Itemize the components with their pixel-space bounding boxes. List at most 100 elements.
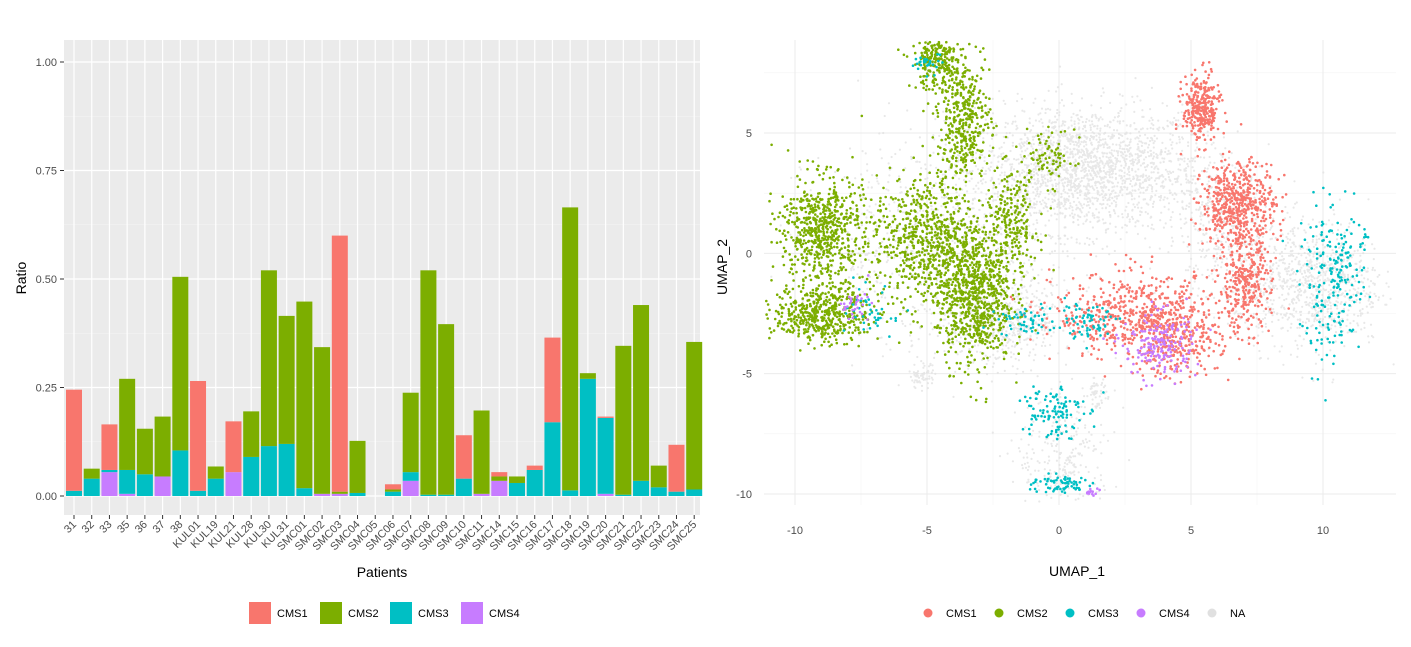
bar-segment-cms3 (615, 494, 632, 496)
umap-point-cloud-cms2 (765, 275, 882, 352)
bar-segment-cms2 (562, 207, 579, 491)
bar-legend-key-cms1 (249, 602, 271, 624)
bar-legend-label: CMS4 (489, 608, 520, 620)
bar-segment-cms3 (438, 494, 455, 496)
bar-segment-cms3 (668, 491, 685, 496)
bar-segment-cms3 (296, 488, 313, 496)
bar-segment-cms4 (225, 472, 242, 496)
bar-x-tick-label: 37 (151, 519, 168, 536)
bar-segment-cms2 (650, 465, 667, 488)
umap-x-tick-label: 5 (1188, 525, 1194, 537)
bar-segment-cms4 (597, 493, 614, 496)
bar-segment-cms1 (491, 472, 508, 477)
bar-chart: 0.00 0.25 0.50 0.75 1.00 31 32 33 35 36 37 38KUL01… (13, 40, 703, 624)
bar-segment-cms3 (526, 469, 543, 496)
umap-legend-key-cms3 (1065, 608, 1075, 618)
umap-point-cloud-cms1 (1111, 289, 1255, 385)
bar-segment-cms1 (455, 435, 472, 479)
umap-legend-label: CMS1 (946, 608, 977, 620)
bar-segment-cms3 (597, 417, 614, 494)
umap-legend-key-cms4 (1136, 608, 1146, 618)
umap-points (765, 40, 1395, 503)
bar-segment-cms3 (562, 490, 579, 496)
umap-point-cloud-cms4 (1085, 487, 1102, 497)
bar-segment-cms1 (526, 465, 543, 470)
umap-point-cloud-cms2 (921, 42, 998, 205)
umap-legend-label: CMS2 (1017, 608, 1048, 620)
umap-point-cloud-cms3 (1033, 296, 1122, 350)
bar-segment-cms2 (154, 416, 171, 477)
umap-point-cloud-cms1 (1009, 243, 1291, 391)
bar-segment-cms3 (633, 480, 650, 496)
bar-segment-cms2 (491, 476, 508, 481)
bar-segment-cms1 (544, 337, 561, 423)
bar-x-tick-label: 32 (80, 519, 97, 536)
umap-y-tick-label: 5 (746, 128, 752, 140)
bar-y-tick-label: 0.75 (36, 166, 57, 178)
bar-legend-key-cms2 (320, 602, 342, 624)
bar-segment-cms2 (686, 341, 703, 490)
umap-point-cloud-cms1 (1189, 150, 1288, 271)
umap-legend-label: NA (1230, 608, 1246, 620)
bar-legend: CMS1 CMS2 CMS3 CMS4 (249, 602, 520, 624)
bar-x-tick-label: 36 (133, 519, 150, 536)
umap-point-cloud-cms1 (1210, 220, 1278, 361)
bar-segment-cms2 (243, 411, 260, 457)
umap-legend-label: CMS3 (1088, 608, 1119, 620)
umap-point-cloud-na (991, 375, 1131, 503)
umap-point-cloud-cms3 (911, 52, 944, 78)
bar-x-axis-title: Patients (357, 564, 408, 580)
bar-segment-cms3 (136, 474, 153, 496)
umap-point-cloud-cms2 (918, 174, 1037, 404)
umap-point-cloud-cms2 (836, 148, 1009, 344)
umap-point-cloud-cms3 (1018, 385, 1105, 441)
bar-segment-cms2 (83, 468, 100, 479)
bar-segment-cms2 (207, 466, 224, 479)
bar-segment-cms2 (172, 276, 189, 451)
bar-segment-cms4 (154, 476, 171, 496)
bar-segment-cms2 (615, 345, 632, 495)
bar-segment-cms1 (66, 389, 82, 491)
bar-segment-cms3 (260, 446, 277, 496)
bar-segment-cms3 (402, 472, 419, 481)
bar-segment-cms4 (101, 472, 118, 496)
umap-y-tick-label: -10 (736, 489, 752, 501)
bar-segment-cms2 (331, 491, 348, 494)
bar-segment-cms2 (420, 270, 437, 495)
bar-segment-cms4 (119, 493, 136, 496)
bar-segment-cms4 (314, 493, 331, 496)
bar-segment-cms3 (119, 469, 136, 494)
bar-segment-cms3 (455, 478, 472, 496)
umap-legend-label: CMS4 (1159, 608, 1190, 620)
bar-segment-cms3 (509, 482, 525, 496)
bar-x-tick-label: 31 (62, 519, 79, 536)
bar-segment-cms3 (66, 490, 82, 496)
umap-point-cloud-na (908, 360, 937, 392)
bar-segment-cms3 (172, 450, 189, 496)
bar-segment-cms1 (331, 235, 348, 492)
bar-segment-cms2 (136, 428, 153, 475)
umap-chart: -10 -5 0 5 10 -10 -5 0 5 UMAP_1 UMAP_2 CMS1 CMS2… (714, 40, 1396, 620)
umap-y-ticks: -10 -5 0 5 (736, 128, 752, 501)
umap-y-tick-label: 0 (746, 248, 752, 260)
bar-segment-cms2 (633, 305, 650, 481)
bar-segment-cms2 (278, 315, 295, 444)
bar-segment-cms3 (420, 494, 437, 496)
bar-segment-cms3 (243, 456, 260, 496)
umap-x-tick-label: 10 (1317, 525, 1329, 537)
umap-y-axis-title: UMAP_2 (714, 239, 730, 295)
bar-segment-cms2 (402, 392, 419, 473)
umap-point-cloud-cms2 (768, 114, 893, 305)
umap-point-cloud-cms4 (1102, 297, 1212, 388)
bar-legend-label: CMS2 (348, 608, 379, 620)
bar-segment-cms3 (544, 422, 561, 496)
bar-segment-cms1 (101, 424, 118, 470)
umap-x-ticks: -10 -5 0 5 10 (787, 525, 1329, 537)
bar-segment-cms2 (296, 301, 313, 489)
umap-point-cloud-cms4 (839, 274, 874, 321)
bar-x-tick-label: 35 (115, 519, 132, 536)
umap-point-cloud-cms3 (982, 302, 1056, 337)
bar-segment-cms4 (331, 493, 348, 496)
bar-segment-cms3 (190, 490, 207, 496)
bar-y-ticks: 0.00 0.25 0.50 0.75 1.00 (36, 57, 64, 503)
